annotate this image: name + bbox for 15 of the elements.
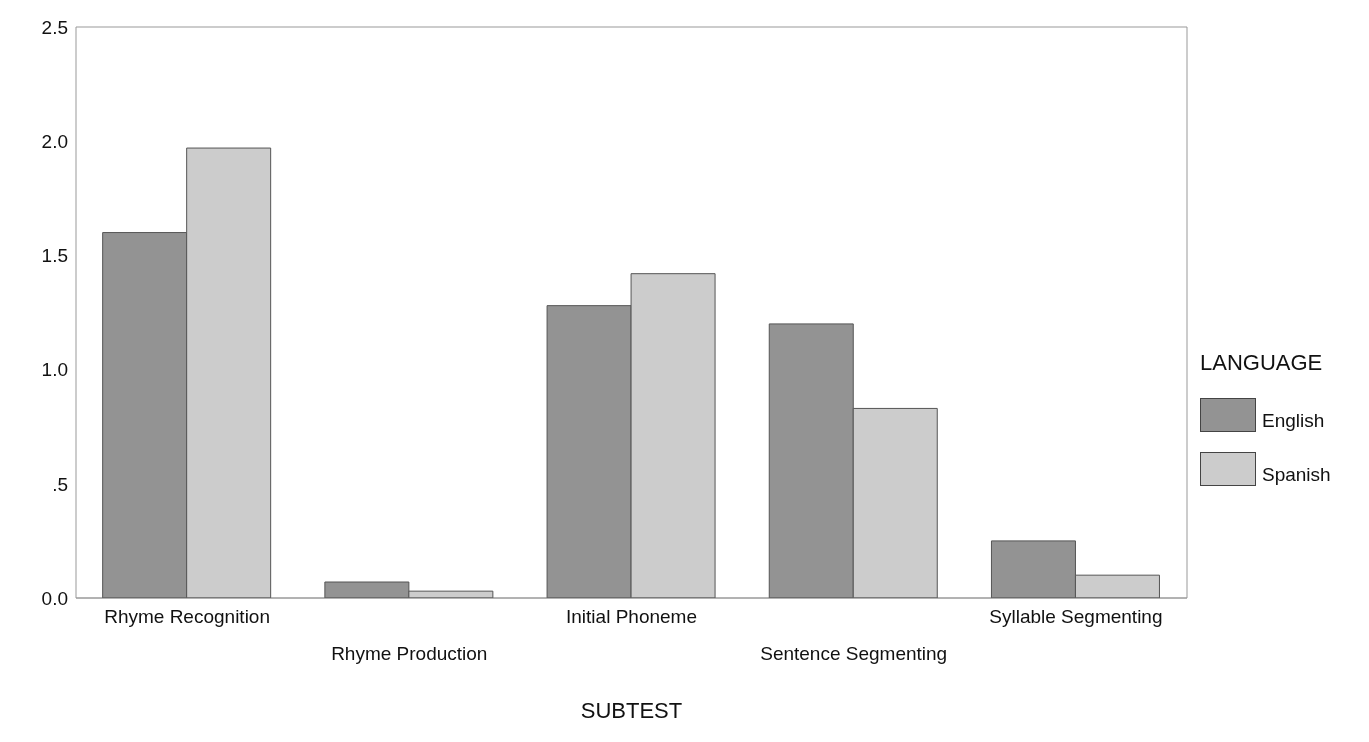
x-tick-label: Initial Phoneme xyxy=(566,606,697,627)
x-tick-label: Syllable Segmenting xyxy=(989,606,1163,627)
y-tick-label: .5 xyxy=(52,473,68,495)
x-tick-label: Sentence Segmenting xyxy=(760,643,948,664)
y-tick-label: 2.5 xyxy=(41,16,68,38)
x-tick-label: Rhyme Recognition xyxy=(104,606,271,627)
y-tick-label: 1.5 xyxy=(41,245,68,267)
y-tick-label: 1.0 xyxy=(41,359,68,381)
y-tick-label: 0.0 xyxy=(41,587,68,609)
legend-label: English xyxy=(1262,410,1325,432)
legend-label: Spanish xyxy=(1262,464,1331,486)
x-axis-title: SUBTEST xyxy=(579,698,684,724)
x-tick-label: Rhyme Production xyxy=(331,643,488,664)
legend-title: LANGUAGE xyxy=(1200,350,1324,376)
y-tick-label: 2.0 xyxy=(41,130,68,152)
